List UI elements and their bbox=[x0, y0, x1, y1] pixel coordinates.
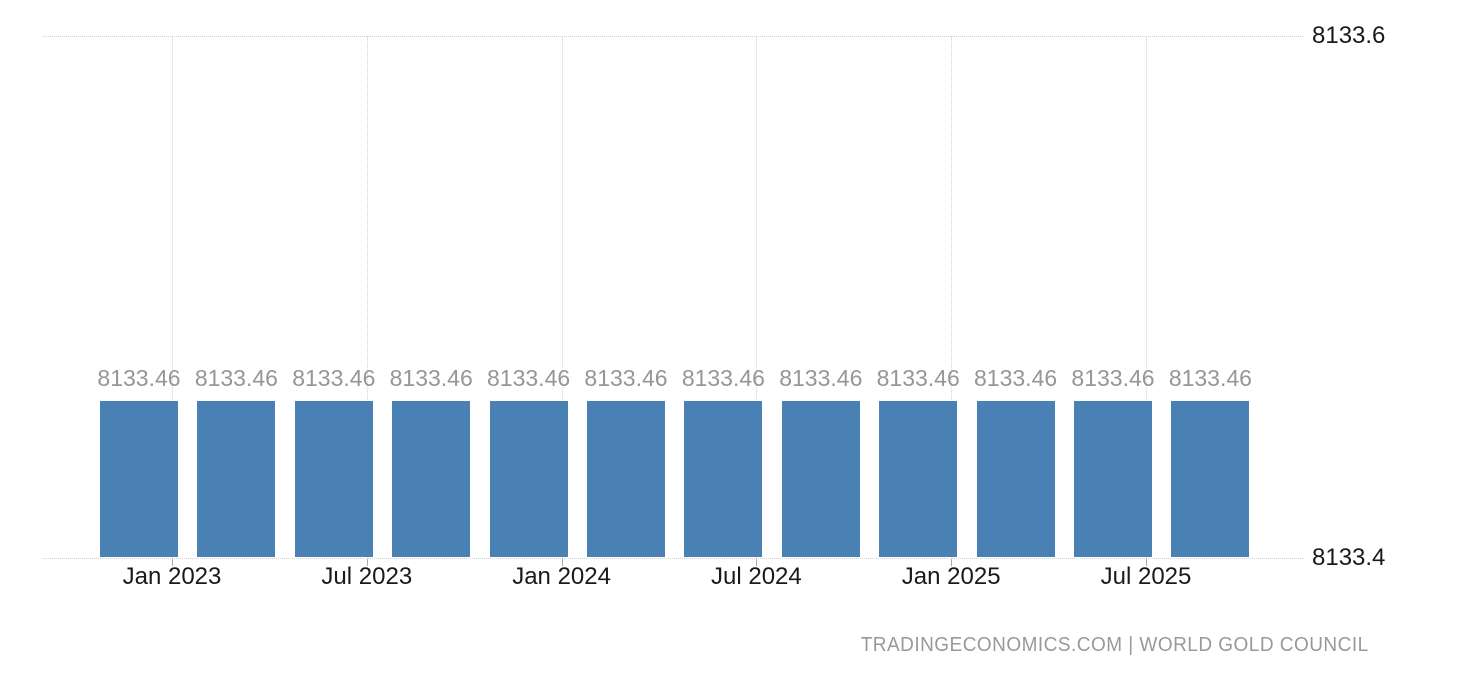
bar[interactable] bbox=[879, 401, 958, 557]
bar-value-label: 8133.46 bbox=[292, 365, 376, 392]
bar-value-label: 8133.46 bbox=[389, 365, 473, 392]
bar[interactable] bbox=[684, 401, 763, 557]
bar[interactable] bbox=[976, 401, 1055, 557]
x-axis-tick bbox=[172, 559, 173, 566]
bar-value-label: 8133.46 bbox=[876, 365, 960, 392]
bar[interactable] bbox=[587, 401, 665, 557]
vertical-gridline bbox=[561, 36, 563, 558]
y-axis-label: 8133.6 bbox=[1312, 22, 1386, 49]
bar-value-label: 8133.46 bbox=[1168, 365, 1252, 392]
x-axis-label: Jul 2023 bbox=[321, 563, 413, 590]
bar[interactable] bbox=[1074, 401, 1152, 557]
attribution-text: TRADINGECONOMICS.COM | WORLD GOLD COUNCI… bbox=[861, 634, 1369, 656]
x-axis-tick bbox=[366, 559, 368, 566]
bar-value-label: 8133.46 bbox=[681, 365, 765, 392]
bar-value-label: 8133.46 bbox=[97, 365, 181, 392]
vertical-gridline bbox=[951, 36, 953, 558]
horizontal-gridline bbox=[43, 36, 1303, 37]
vertical-gridline bbox=[172, 36, 173, 558]
bar[interactable] bbox=[1171, 401, 1250, 557]
y-axis-label: 8133.4 bbox=[1312, 544, 1386, 571]
x-axis-label: Jul 2024 bbox=[711, 563, 802, 590]
bar-value-label: 8133.46 bbox=[487, 365, 571, 392]
bar-value-label: 8133.46 bbox=[779, 365, 863, 392]
x-axis-label: Jul 2025 bbox=[1100, 563, 1192, 590]
bar[interactable] bbox=[294, 401, 373, 557]
x-axis-tick bbox=[1146, 559, 1147, 566]
x-axis-label: Jan 2024 bbox=[512, 563, 611, 590]
horizontal-gridline bbox=[43, 558, 1303, 559]
vertical-gridline bbox=[366, 36, 368, 558]
x-axis-label: Jan 2023 bbox=[122, 563, 222, 590]
bar[interactable] bbox=[489, 401, 568, 557]
x-axis-tick bbox=[561, 559, 563, 566]
x-axis-tick bbox=[756, 559, 758, 566]
bar[interactable] bbox=[197, 401, 276, 557]
x-axis-label: Jan 2025 bbox=[901, 563, 1001, 590]
bar[interactable] bbox=[392, 401, 471, 557]
vertical-gridline bbox=[756, 36, 758, 558]
bar-value-label: 8133.46 bbox=[584, 365, 668, 392]
vertical-gridline bbox=[1146, 36, 1147, 558]
bar-value-label: 8133.46 bbox=[1071, 365, 1155, 392]
bar[interactable] bbox=[781, 401, 860, 557]
bar-value-label: 8133.46 bbox=[194, 365, 278, 392]
bar[interactable] bbox=[100, 401, 178, 557]
bar-value-label: 8133.46 bbox=[974, 365, 1058, 392]
x-axis-tick bbox=[951, 559, 953, 566]
